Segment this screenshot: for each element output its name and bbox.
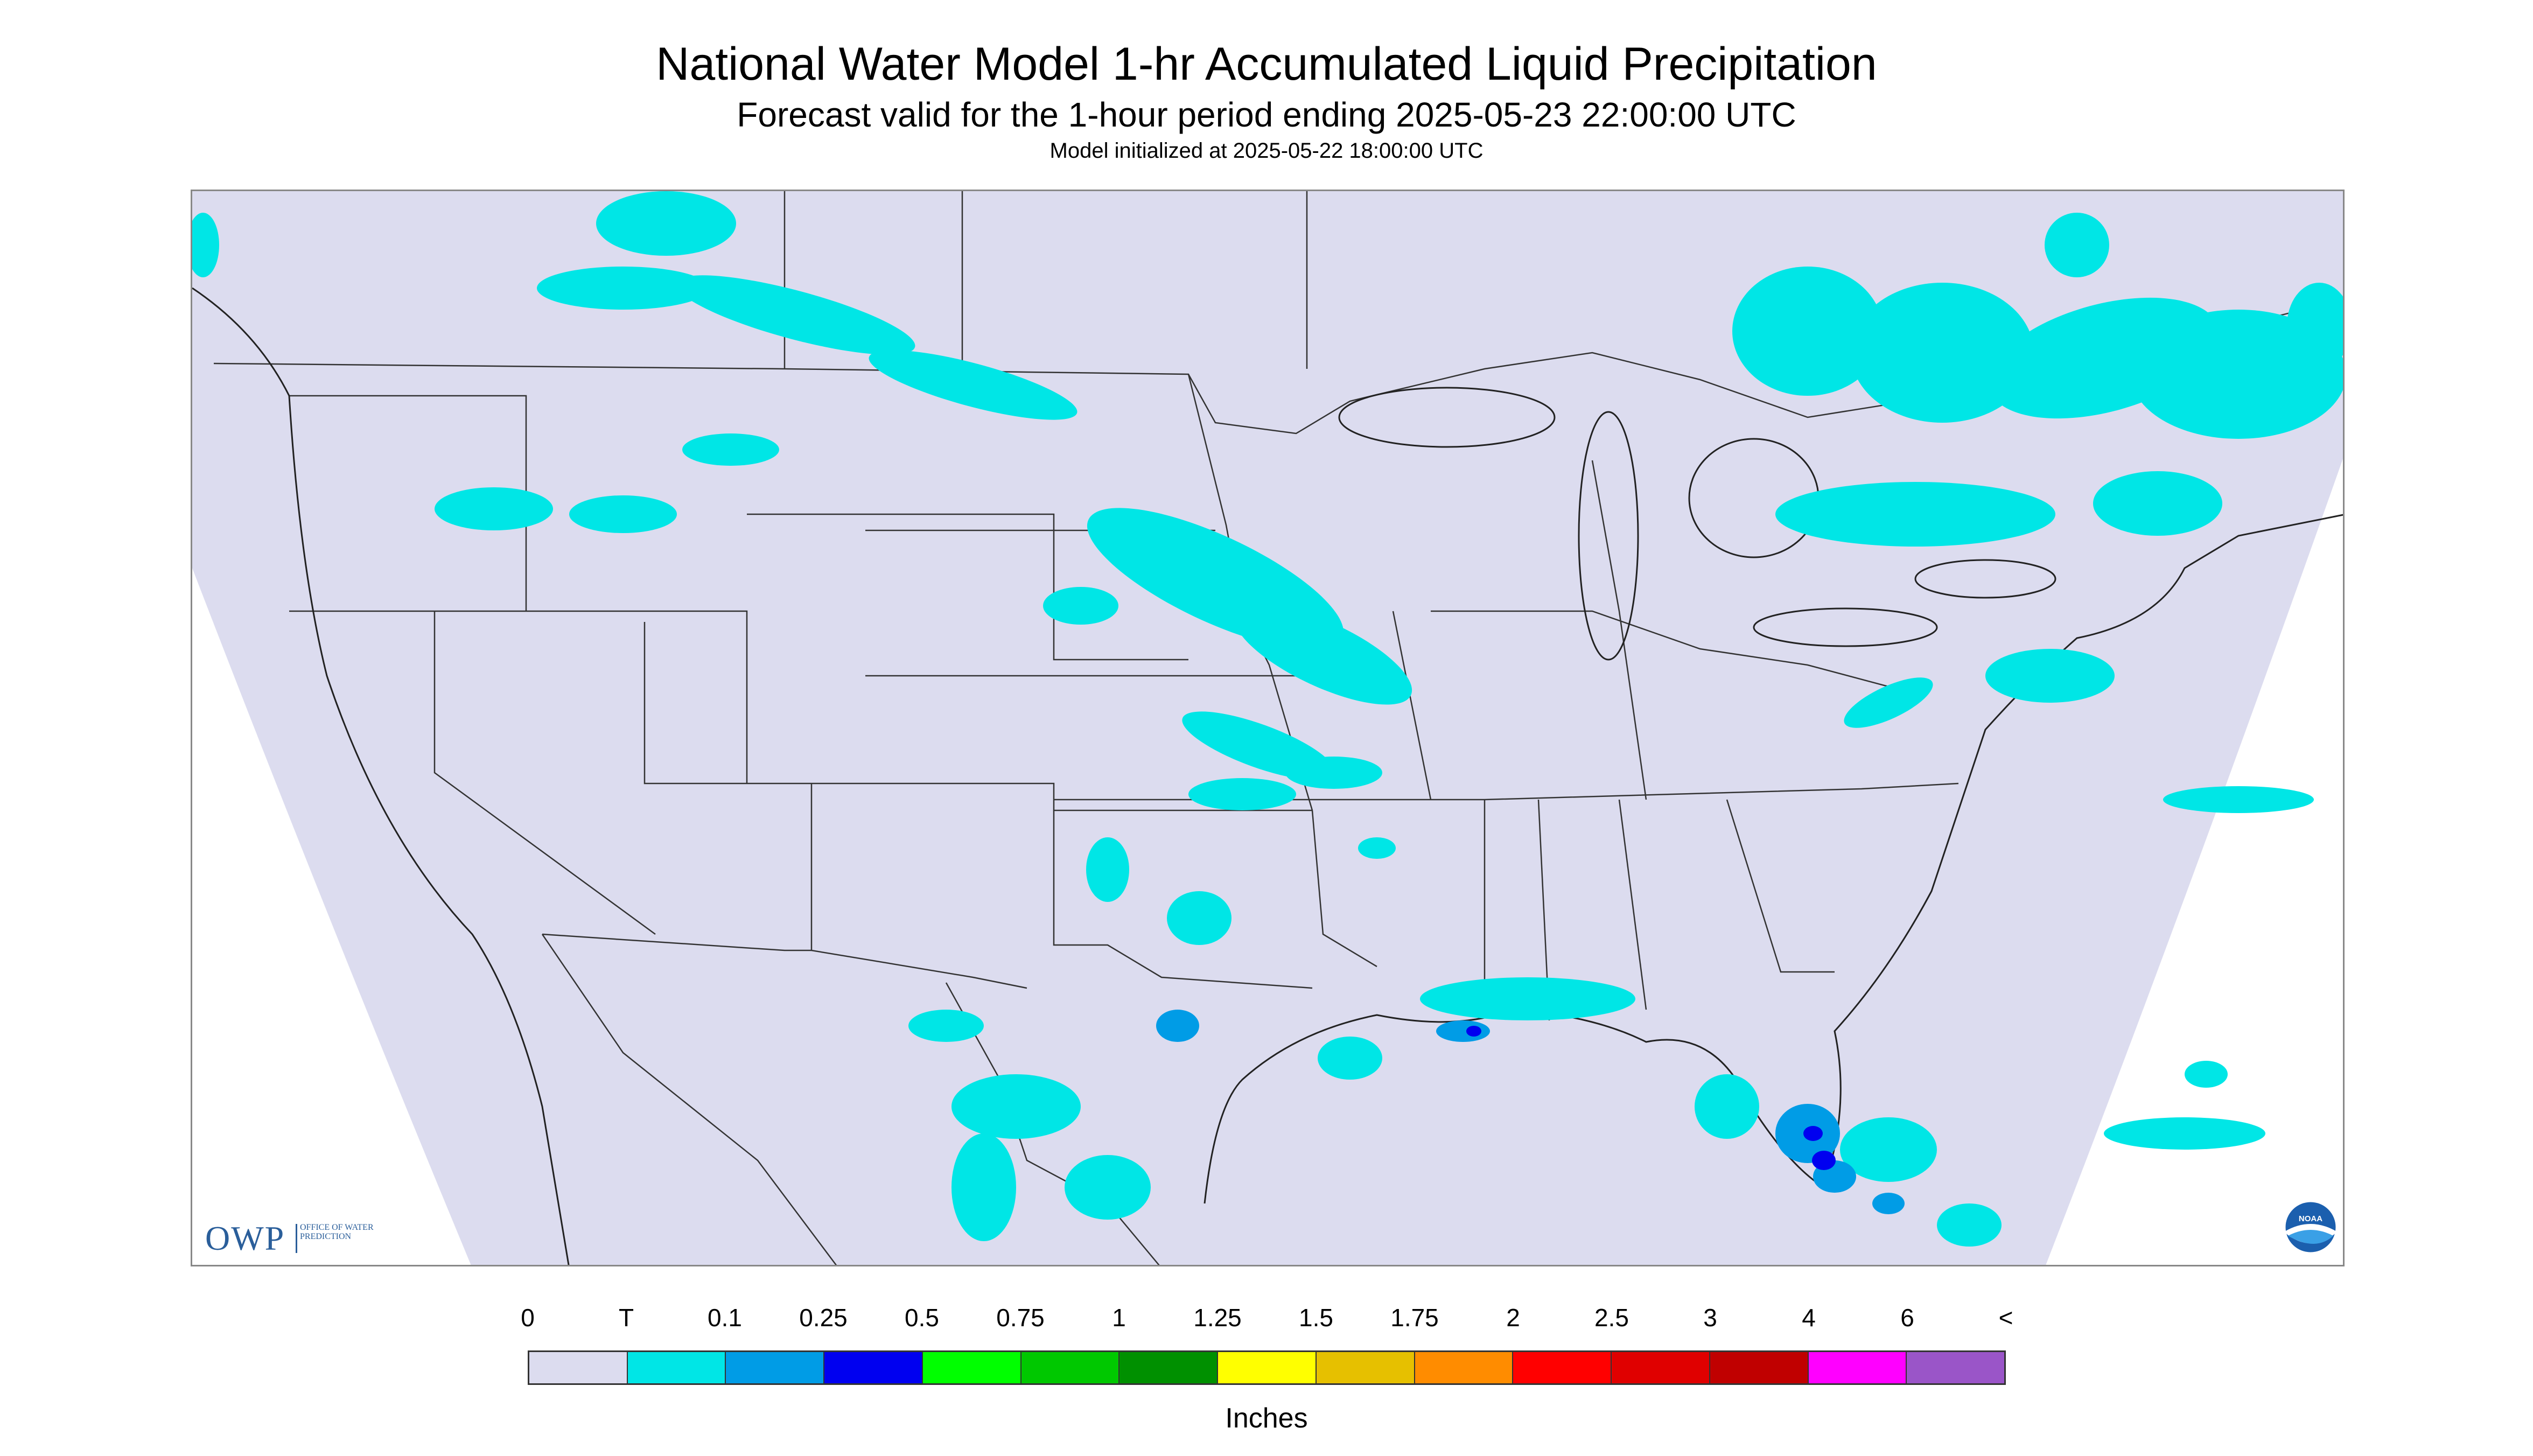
legend-tick-label: 0.25 (799, 1304, 848, 1332)
map-canvas (192, 191, 2343, 1265)
owp-logo-divider (296, 1224, 297, 1253)
precip-trace (192, 191, 2343, 1247)
legend-swatch-5 (1021, 1352, 1120, 1383)
legend-swatch-1 (627, 1352, 726, 1383)
legend-tick-label: 0 (521, 1304, 535, 1332)
legend-swatch-2 (726, 1352, 825, 1383)
map-title: National Water Model 1-hr Accumulated Li… (656, 38, 1877, 90)
legend-tick-label: 1.5 (1299, 1304, 1333, 1332)
legend-tick-label: 0.75 (996, 1304, 1045, 1332)
coastline (192, 287, 2343, 1265)
legend-swatch-3 (824, 1352, 923, 1383)
precipitation-map: OWP OFFICE OF WATER PREDICTION NOAA (191, 190, 2345, 1266)
legend-swatch-6 (1119, 1352, 1219, 1383)
legend-tick-label: 1.75 (1390, 1304, 1439, 1332)
legend-tick-label: 0.1 (708, 1304, 742, 1332)
legend-tick-label: 0.5 (905, 1304, 939, 1332)
legend-units: Inches (1225, 1403, 1308, 1434)
legend-tick-label: 2 (1506, 1304, 1520, 1332)
legend-swatch-10 (1513, 1352, 1612, 1383)
owp-logo-mark: OWP (205, 1219, 285, 1257)
legend-swatch-9 (1415, 1352, 1514, 1383)
legend-tick-label: 1 (1112, 1304, 1126, 1332)
legend-tick-label: 6 (1900, 1304, 1914, 1332)
legend-tick-label: T (618, 1304, 634, 1332)
legend-tick-label: 1.25 (1193, 1304, 1242, 1332)
precip-legend-colorbar (528, 1350, 2006, 1385)
legend-swatch-14 (1907, 1352, 2005, 1383)
noaa-logo-text: NOAA (2298, 1214, 2323, 1223)
legend-tick-label: 3 (1703, 1304, 1717, 1332)
noaa-logo-icon: NOAA (2284, 1200, 2338, 1254)
legend-swatch-7 (1218, 1352, 1317, 1383)
legend-tick-label: 4 (1802, 1304, 1816, 1332)
legend-swatch-13 (1808, 1352, 1907, 1383)
legend-tick-label: 2.5 (1594, 1304, 1629, 1332)
legend-swatch-0 (529, 1352, 628, 1383)
legend-tick-labels: 0 T 0.1 0.25 0.5 0.75 1 1.25 1.5 1.75 2 2.5 3 4 6 < (0, 1303, 2533, 1335)
map-subtitle: Forecast valid for the 1-hour period end… (737, 95, 1796, 134)
model-init-line: Model initialized at 2025-05-22 18:00:00… (1049, 139, 1484, 163)
owp-logo-text: OFFICE OF WATER PREDICTION (300, 1223, 374, 1241)
legend-swatch-11 (1612, 1352, 1710, 1383)
precip-moderate (1466, 1026, 1836, 1170)
owp-logo: OWP OFFICE OF WATER PREDICTION (205, 1219, 383, 1257)
legend-swatch-4 (922, 1352, 1021, 1383)
great-lakes (1338, 387, 2056, 661)
legend-tick-label: < (1998, 1304, 2013, 1332)
legend-swatch-12 (1710, 1352, 1809, 1383)
legend-swatch-8 (1316, 1352, 1415, 1383)
